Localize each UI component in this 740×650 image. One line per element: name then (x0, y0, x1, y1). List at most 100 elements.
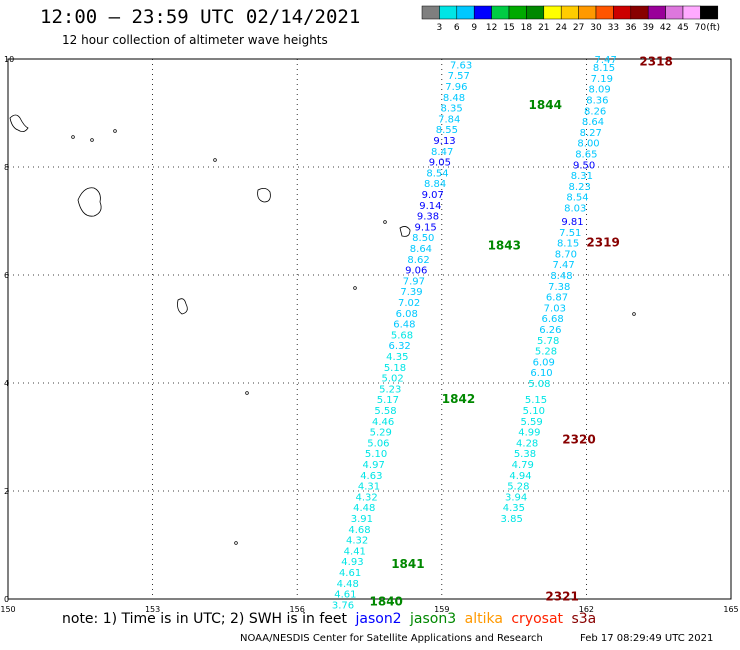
colorbar-label: 39 (642, 23, 654, 33)
wave-height-value: 6.68 (541, 314, 563, 325)
colorbar-label: 33 (608, 23, 619, 33)
colorbar-label: 30 (590, 23, 602, 33)
island-outline (77, 187, 102, 217)
wave-height-value: 7.51 (559, 228, 581, 239)
wave-height-value: 6.10 (530, 368, 552, 379)
legend-altika: altika (464, 611, 503, 627)
wave-height-value: 9.06 (405, 266, 427, 277)
wave-height-value: 5.06 (367, 438, 389, 449)
wave-height-value: 7.03 (544, 303, 566, 314)
colorbar-label: 70 (695, 23, 707, 33)
x-tick-label: 153 (145, 605, 160, 614)
wave-height-value: 9.50 (573, 160, 595, 171)
wave-height-value: 5.08 (528, 379, 550, 390)
wave-height-value: 4.41 (344, 546, 366, 557)
wave-height-value: 5.38 (514, 449, 536, 460)
legend-note: note: 1) Time is in UTC; 2) SWH is in fe… (62, 611, 348, 627)
wave-height-value: 4.32 (346, 536, 368, 547)
colorbar-label: 27 (573, 23, 584, 33)
wave-height-value: 7.97 (403, 276, 425, 287)
islet-outline (632, 312, 636, 316)
wave-height-value: 7.38 (548, 282, 570, 293)
timestamp-text: Feb 17 08:29:49 UTC 2021 (580, 633, 714, 644)
pass-time-label: 1843 (488, 238, 521, 252)
x-tick-label: 165 (723, 605, 738, 614)
wave-height-value: 7.19 (591, 74, 613, 85)
y-tick-label: 8 (4, 163, 9, 172)
pass-time-label: 1840 (370, 595, 403, 609)
islet-outline (90, 138, 94, 142)
wave-height-value: 9.07 (422, 190, 444, 201)
wave-height-value: 5.59 (520, 417, 542, 428)
legend-s3a: s3a (571, 611, 597, 627)
wave-height-value: 7.57 (448, 71, 470, 82)
islet-outline (71, 135, 75, 139)
y-tick-label: 2 (4, 487, 9, 496)
wave-height-value: 5.28 (535, 347, 557, 358)
pass-time-label: 2320 (562, 433, 595, 447)
wave-height-value: 6.26 (539, 325, 561, 336)
colorbar-unit: (ft) (706, 23, 720, 33)
wave-height-value: 8.15 (593, 63, 615, 74)
pass-time-label: 2319 (586, 236, 619, 250)
x-tick-label: 156 (290, 605, 305, 614)
islet-outline (245, 391, 249, 395)
colorbar-label: 9 (471, 23, 477, 33)
wave-height-value: 9.38 (417, 212, 439, 223)
wave-height-value: 8.35 (441, 104, 463, 115)
wave-height-value: 3.85 (501, 514, 523, 525)
legend-jason2: jason2 (355, 611, 402, 627)
wave-height-value: 8.48 (550, 271, 572, 282)
colorbar-label: 15 (503, 23, 514, 33)
wave-height-value: 9.81 (561, 217, 583, 228)
wave-height-value: 8.50 (412, 233, 434, 244)
wave-height-value: 8.47 (431, 147, 453, 158)
islet-outline (213, 158, 217, 162)
wave-height-value: 4.63 (360, 471, 382, 482)
wave-height-value: 3.76 (332, 600, 354, 611)
wave-height-value: 4.46 (372, 417, 394, 428)
wave-height-value: 4.99 (518, 428, 540, 439)
wave-height-value: 4.32 (355, 492, 377, 503)
wave-height-value: 6.87 (546, 293, 568, 304)
wave-height-value: 8.09 (588, 85, 610, 96)
wave-height-value: 7.47 (553, 260, 575, 271)
island-outline (9, 114, 29, 132)
wave-height-value: 7.39 (400, 287, 422, 298)
island-outline (257, 188, 271, 203)
wave-height-value: 3.94 (505, 492, 527, 503)
x-tick-label: 159 (434, 605, 449, 614)
wave-height-value: 8.62 (407, 255, 429, 266)
wave-height-value: 5.10 (523, 406, 545, 417)
wave-height-value: 5.10 (365, 449, 387, 460)
colorbar: 3 6 9 12 15 18 21 24 27 30 33 36 39 42 45 70 (ft) (421, 5, 720, 33)
island-outline (399, 226, 411, 237)
wave-height-value: 7.02 (398, 298, 420, 309)
colorbar-label: 21 (538, 23, 549, 33)
wave-height-value: 9.14 (419, 201, 441, 212)
legend: note: 1) Time is in UTC; 2) SWH is in fe… (62, 611, 600, 627)
wave-height-value: 8.23 (569, 182, 591, 193)
wave-height-value: 8.70 (555, 249, 577, 260)
colorbar-swatch (700, 5, 719, 20)
wave-height-value: 4.93 (341, 557, 363, 568)
wave-height-value: 8.36 (586, 96, 608, 107)
wave-height-value: 8.64 (410, 244, 432, 255)
y-tick-label: 6 (4, 271, 9, 280)
legend-jason3: jason3 (410, 611, 457, 627)
wave-height-value: 5.29 (370, 428, 392, 439)
wave-height-value: 9.15 (415, 222, 437, 233)
colorbar-label: 42 (660, 23, 671, 33)
wave-height-value: 4.61 (334, 590, 356, 601)
colorbar-label: 3 (437, 23, 443, 33)
legend-cryosat: cryosat (511, 611, 564, 627)
wave-height-value: 6.08 (396, 309, 418, 320)
wave-height-value: 4.61 (339, 568, 361, 579)
y-tick-label: 4 (4, 379, 9, 388)
wave-height-value: 7.84 (438, 114, 460, 125)
wave-height-value: 7.63 (450, 60, 472, 71)
wave-height-value: 8.84 (424, 179, 446, 190)
pass-time-label: 1842 (442, 392, 475, 406)
colorbar-label: 45 (677, 23, 688, 33)
